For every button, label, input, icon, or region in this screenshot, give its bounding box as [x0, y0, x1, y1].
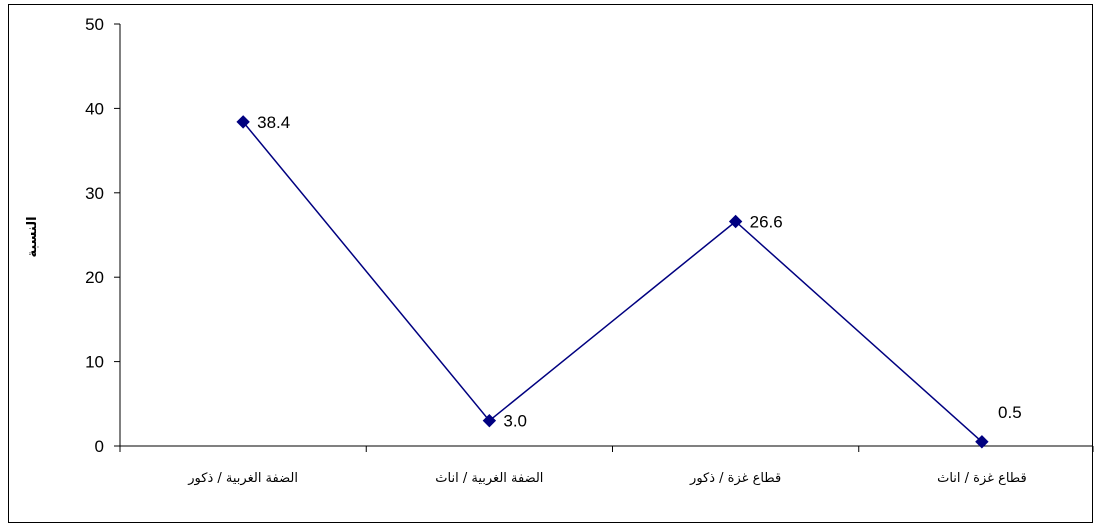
chart-frame — [8, 4, 1093, 523]
y-axis: 0 10 20 30 40 50 — [85, 15, 121, 456]
data-point — [975, 435, 989, 449]
data-point — [482, 413, 497, 428]
data-label: 0.5 — [998, 403, 1022, 422]
data-label: 38.4 — [257, 113, 290, 132]
x-axis: الضفة الغربية / ذكور الضفة الغربية / اناث… — [119, 445, 1094, 486]
y-tick-label: 0 — [95, 437, 104, 456]
x-tick-label: قطاع غزة / اناث — [937, 471, 1027, 486]
y-tick-label: 30 — [85, 184, 104, 203]
x-tick-label: الضفة الغربية / ذكور — [187, 471, 298, 486]
data-label: 3.0 — [503, 412, 527, 431]
data-label: 26.6 — [750, 212, 783, 231]
y-tick-label: 50 — [85, 15, 104, 34]
y-tick-label: 20 — [85, 268, 104, 287]
data-point — [728, 214, 743, 229]
series-group: 38.4 3.0 26.6 0.5 — [236, 113, 1022, 449]
y-axis-title: النسبة — [25, 216, 40, 257]
x-tick-label: الضفة الغربية / اناث — [435, 471, 543, 486]
x-tick-label: قطاع غزة / ذكور — [689, 471, 781, 486]
y-tick-label: 10 — [85, 353, 104, 372]
data-point — [236, 115, 250, 129]
y-tick-label: 40 — [85, 99, 104, 118]
series-line — [242, 121, 983, 443]
